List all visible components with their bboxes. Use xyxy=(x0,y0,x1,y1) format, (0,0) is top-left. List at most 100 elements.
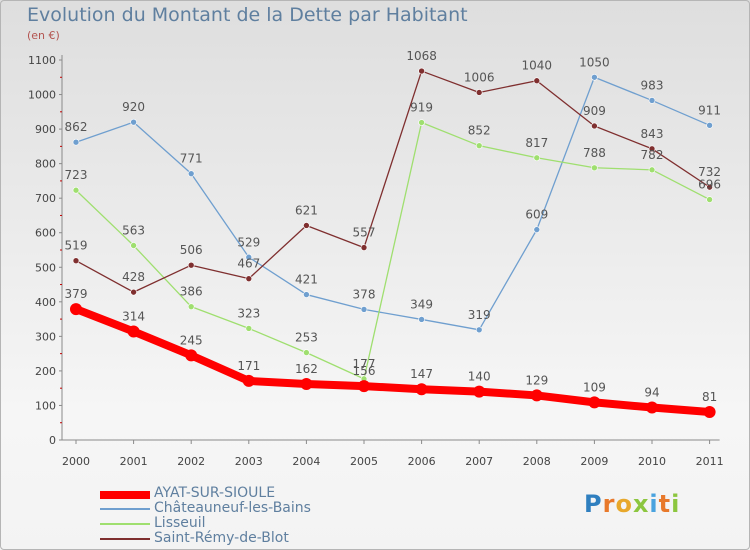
data-label-2: 177 xyxy=(353,357,376,371)
data-point-3 xyxy=(533,77,541,85)
data-point-3 xyxy=(418,67,425,75)
data-label-1: 319 xyxy=(468,308,491,322)
data-point-2 xyxy=(533,154,541,162)
data-point-0 xyxy=(588,396,601,409)
data-point-3 xyxy=(187,261,195,269)
data-point-0 xyxy=(70,303,82,316)
data-point-1 xyxy=(533,226,541,233)
data-point-1 xyxy=(360,306,368,313)
series-line-1 xyxy=(75,76,711,331)
data-label-0: 109 xyxy=(583,380,606,394)
series-line-2 xyxy=(75,121,711,380)
logo-letter: o xyxy=(615,490,633,518)
data-label-1: 529 xyxy=(237,235,260,249)
data-point-0 xyxy=(415,383,428,396)
data-label-0: 94 xyxy=(644,386,659,400)
data-label-2: 788 xyxy=(583,146,606,160)
data-label-0: 314 xyxy=(122,310,145,324)
data-label-3: 732 xyxy=(698,165,721,179)
data-label-3: 557 xyxy=(353,226,376,240)
data-label-1: 349 xyxy=(410,297,433,311)
y-tick-label: 300 xyxy=(35,330,56,343)
data-point-1 xyxy=(303,291,310,298)
data-point-0 xyxy=(242,374,255,387)
logo-letter: i xyxy=(649,490,659,518)
data-point-0 xyxy=(127,325,140,338)
data-point-0 xyxy=(185,349,198,362)
data-label-1: 920 xyxy=(122,100,145,114)
data-label-3: 1068 xyxy=(406,49,437,63)
data-label-0: 162 xyxy=(295,362,318,376)
data-point-0 xyxy=(703,406,716,419)
data-label-0: 171 xyxy=(237,359,260,373)
data-point-2 xyxy=(245,325,253,332)
data-label-0: 245 xyxy=(180,333,203,347)
data-point-1 xyxy=(706,121,713,129)
y-tick-label: 900 xyxy=(35,123,56,136)
y-tick-label: 200 xyxy=(35,365,56,378)
data-label-1: 378 xyxy=(353,287,376,301)
y-tick-label: 400 xyxy=(35,296,56,309)
data-point-0 xyxy=(473,385,486,398)
data-point-3 xyxy=(706,183,713,191)
data-point-3 xyxy=(303,222,310,229)
legend-swatch-lisseuil xyxy=(100,523,150,525)
data-point-1 xyxy=(591,73,598,81)
data-label-3: 506 xyxy=(180,243,203,257)
x-tick-label: 2008 xyxy=(523,455,551,468)
data-point-0 xyxy=(300,378,313,391)
data-point-0 xyxy=(646,401,658,414)
legend-label-chateauneuf: Châteauneuf-les-Bains xyxy=(154,500,311,516)
logo-letter: r xyxy=(602,490,616,518)
data-point-1 xyxy=(245,253,253,261)
data-label-3: 428 xyxy=(122,270,145,284)
data-point-1 xyxy=(475,326,483,334)
data-label-0: 156 xyxy=(353,364,376,378)
data-point-2 xyxy=(591,164,598,172)
data-point-0 xyxy=(358,380,370,393)
y-tick-label: 700 xyxy=(35,192,56,205)
data-point-1 xyxy=(130,118,137,126)
data-point-2 xyxy=(418,119,425,126)
data-label-2: 919 xyxy=(410,101,433,115)
data-label-2: 782 xyxy=(641,148,664,162)
data-label-2: 386 xyxy=(180,285,203,299)
data-label-3: 1006 xyxy=(464,70,495,84)
legend-label-lisseuil: Lisseuil xyxy=(154,515,206,531)
x-tick-label: 2000 xyxy=(62,455,90,468)
series-line-3 xyxy=(75,70,711,293)
data-point-3 xyxy=(591,122,598,130)
data-label-0: 129 xyxy=(525,373,548,387)
data-point-2 xyxy=(303,349,310,356)
y-tick-label: 100 xyxy=(35,399,56,412)
data-point-3 xyxy=(72,257,80,265)
logo-letter: P xyxy=(584,490,603,518)
y-tick-label: 800 xyxy=(35,158,56,171)
data-point-2 xyxy=(648,166,656,174)
legend-label-saint-remy: Saint-Rémy-de-Blot xyxy=(154,530,289,546)
data-label-0: 379 xyxy=(65,287,88,301)
data-point-2 xyxy=(706,196,713,203)
data-label-2: 852 xyxy=(468,124,491,138)
data-label-3: 519 xyxy=(65,239,88,253)
data-label-1: 609 xyxy=(525,208,548,222)
data-point-3 xyxy=(475,89,483,96)
legend-swatch-chateauneuf xyxy=(100,508,150,510)
data-label-3: 467 xyxy=(237,257,260,271)
data-point-3 xyxy=(130,288,137,296)
data-point-2 xyxy=(475,142,483,149)
chart-subtitle: (en €) xyxy=(27,29,60,42)
legend-label-ayat: AYAT-SUR-SIOULE xyxy=(154,485,276,501)
x-tick-label: 2004 xyxy=(292,455,320,468)
data-label-3: 621 xyxy=(295,203,318,217)
data-label-1: 983 xyxy=(641,78,664,92)
data-label-2: 253 xyxy=(295,331,318,345)
data-label-1: 911 xyxy=(698,103,721,117)
data-label-0: 140 xyxy=(468,370,491,384)
data-label-3: 843 xyxy=(641,127,664,141)
data-label-3: 1040 xyxy=(522,59,553,73)
y-tick-label: 1100 xyxy=(28,54,56,67)
y-tick-label: 0 xyxy=(49,434,56,447)
data-point-1 xyxy=(72,138,80,146)
